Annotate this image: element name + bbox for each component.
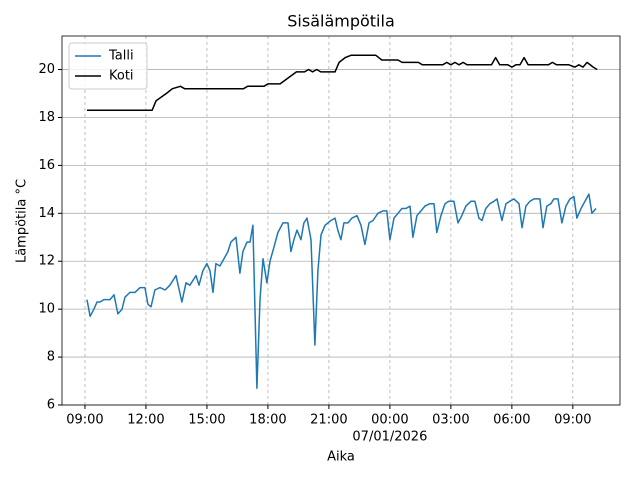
date-label: 07/01/2026 [352,430,427,445]
y-tick-label: 18 [38,110,55,125]
x-tick-label: 09:00 [66,413,103,428]
x-tick-label: 15:00 [188,413,225,428]
legend-box [68,42,148,90]
x-tick-label: 06:00 [493,413,530,428]
y-tick-label: 10 [38,302,55,317]
x-axis-label: Aika [327,450,355,465]
line-series [87,54,598,112]
y-tick-label: 6 [47,398,55,413]
x-tick-label: 18:00 [249,413,286,428]
x-tick-label: 21:00 [310,413,347,428]
legend-label: Koti [109,69,134,84]
axes-frame [61,35,621,406]
x-tick-label: 00:00 [371,413,408,428]
y-tick-label: 12 [38,254,55,269]
chart-title: Sisälämpötila [287,12,395,31]
legend-label: Talli [108,49,134,64]
x-tick-label: 03:00 [432,413,469,428]
y-axis-label: Lämpötila °C [15,179,30,263]
y-tick-label: 8 [47,350,55,365]
line-series [86,193,597,389]
y-tick-label: 20 [38,62,55,77]
x-tick-label: 09:00 [554,413,591,428]
x-tick-label: 12:00 [127,413,164,428]
y-tick-label: 14 [38,206,55,221]
y-tick-label: 16 [38,158,55,173]
